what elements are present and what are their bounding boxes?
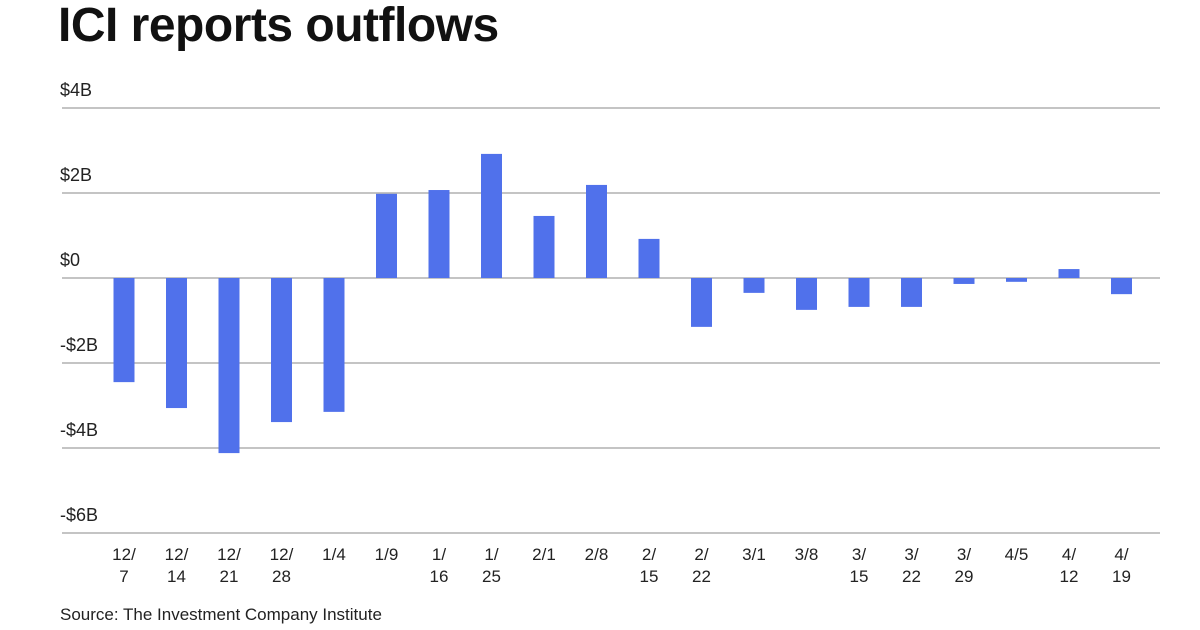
chart-title: ICI reports outflows (58, 0, 499, 52)
x-tick-label: 3/ (904, 545, 918, 564)
x-tick-label: 16 (430, 567, 449, 586)
x-tick-label: 4/ (1062, 545, 1076, 564)
x-tick-label: 28 (272, 567, 291, 586)
x-tick-label: 25 (482, 567, 501, 586)
y-tick-label: -$6B (60, 505, 98, 525)
bar-12-14 (166, 278, 187, 409)
x-tick-label: 12/ (270, 545, 294, 564)
x-tick-label: 7 (119, 567, 128, 586)
x-tick-label: 12 (1060, 567, 1079, 586)
bar-4-5 (1006, 278, 1027, 282)
y-tick-label: $0 (60, 250, 80, 270)
x-tick-label: 2/ (694, 545, 708, 564)
x-tick-label: 3/ (852, 545, 866, 564)
x-tick-label: 1/9 (375, 545, 399, 564)
x-tick-label: 2/1 (532, 545, 556, 564)
bar-2-1 (533, 215, 555, 278)
bar-1-9 (376, 193, 397, 278)
x-tick-label: 4/ (1114, 545, 1128, 564)
bar-2-8 (586, 184, 607, 278)
bar-12-21 (218, 278, 240, 454)
x-tick-label: 2/ (642, 545, 656, 564)
y-tick-label: -$2B (60, 335, 98, 355)
y-tick-label: -$4B (60, 420, 98, 440)
x-tick-label: 12/ (112, 545, 136, 564)
bar-3-8 (796, 278, 817, 310)
bar-3-22 (901, 278, 922, 307)
bar-1-16 (428, 190, 450, 278)
bar-3-29 (953, 278, 975, 284)
x-tick-label: 3/ (957, 545, 971, 564)
bar-3-1 (743, 278, 765, 293)
x-tick-label: 2/8 (585, 545, 609, 564)
bar-4-12 (1058, 269, 1080, 278)
x-tick-label: 3/8 (795, 545, 819, 564)
x-tick-label: 21 (220, 567, 239, 586)
x-tick-label: 12/ (165, 545, 189, 564)
x-tick-label: 15 (850, 567, 869, 586)
bar-2-15 (638, 238, 660, 278)
x-tick-label: 15 (640, 567, 659, 586)
bar-12-28 (271, 278, 292, 423)
source-note: Source: The Investment Company Institute (60, 605, 382, 624)
x-tick-label: 1/4 (322, 545, 346, 564)
x-tick-label: 3/1 (742, 545, 766, 564)
bar-4-19 (1111, 278, 1132, 295)
x-tick-label: 29 (955, 567, 974, 586)
y-tick-label: $2B (60, 165, 92, 185)
x-tick-label: 1/ (484, 545, 498, 564)
x-tick-label: 14 (167, 567, 186, 586)
x-tick-label: 22 (692, 567, 711, 586)
bar-2-22 (691, 278, 712, 327)
bar-1-25 (481, 153, 502, 278)
x-tick-label: 19 (1112, 567, 1131, 586)
bar-3-15 (848, 278, 870, 307)
bar-1-4 (323, 278, 345, 412)
y-tick-label: $4B (60, 80, 92, 100)
x-tick-label: 22 (902, 567, 921, 586)
bar-12-7 (113, 278, 135, 383)
x-tick-label: 12/ (217, 545, 241, 564)
x-tick-label: 1/ (432, 545, 446, 564)
x-tick-label: 4/5 (1005, 545, 1029, 564)
